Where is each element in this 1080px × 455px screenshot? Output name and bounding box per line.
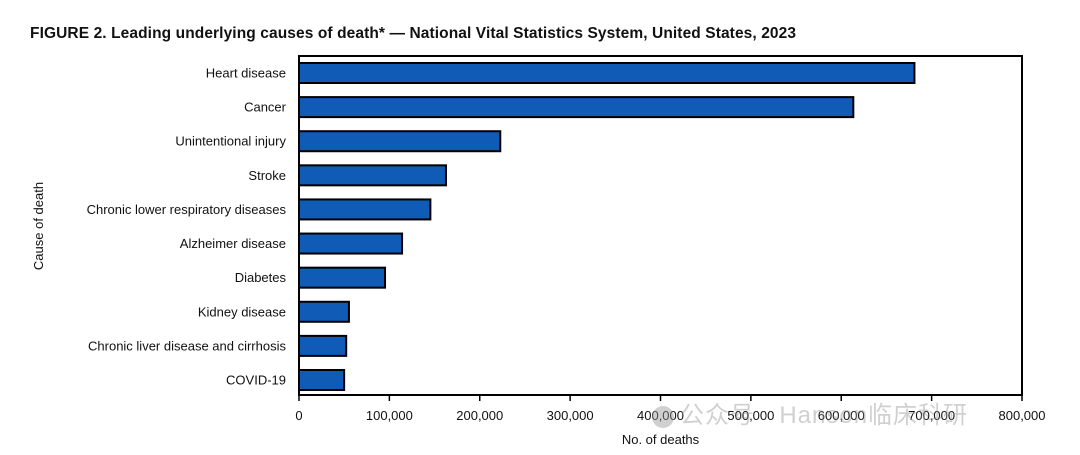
x-tick-label: 400,000 xyxy=(637,408,684,423)
bar-chronic-liver-disease-and-cirrhosis xyxy=(298,334,348,357)
y-axis-title: Cause of death xyxy=(31,182,46,270)
x-tick-label: 500,000 xyxy=(727,408,774,423)
bar-covid-19 xyxy=(298,369,346,391)
x-tick-label: 800,000 xyxy=(999,408,1046,423)
x-tick-label: 200,000 xyxy=(456,408,503,423)
plot-frame xyxy=(298,55,1023,396)
category-label: Cancer xyxy=(244,100,287,115)
category-label: Kidney disease xyxy=(198,304,286,319)
category-label: Heart disease xyxy=(206,66,286,81)
watermark-text: 公众号 · Hanson临床科研 xyxy=(680,402,969,429)
category-label: Diabetes xyxy=(235,270,287,285)
bar-stroke xyxy=(298,164,447,187)
bar-kidney-disease xyxy=(298,300,350,323)
category-label: Unintentional injury xyxy=(175,134,286,149)
category-label: Chronic liver disease and cirrhosis xyxy=(88,338,286,353)
wechat-icon xyxy=(652,405,674,428)
bar-diabetes xyxy=(298,266,387,289)
category-label: Chronic lower respiratory diseases xyxy=(87,202,287,217)
category-label: Stroke xyxy=(248,168,286,183)
chart-title: FIGURE 2. Leading underlying causes of d… xyxy=(30,25,797,42)
x-axis-title: No. of deaths xyxy=(622,432,700,447)
category-labels: Heart disease Cancer Unintentional injury S… xyxy=(87,66,287,388)
bar-alzheimer-disease xyxy=(298,232,404,255)
x-axis-ticks: 0 100,000 200,000 300,000 400,000 500,000 600,… xyxy=(295,395,1046,423)
bar-heart-disease xyxy=(298,62,916,84)
category-label: Alzheimer disease xyxy=(180,236,286,251)
bar-unintentional-injury xyxy=(298,130,502,153)
category-label: COVID-19 xyxy=(226,373,286,388)
bar-cancer xyxy=(298,96,855,119)
x-tick-label: 0 xyxy=(295,408,302,423)
x-tick-label: 600,000 xyxy=(818,408,865,423)
bars-layer xyxy=(298,62,916,391)
x-tick-label: 100,000 xyxy=(366,408,413,423)
x-tick-label: 300,000 xyxy=(547,408,594,423)
bar-chronic-lower-respiratory-diseases xyxy=(298,198,432,221)
watermark: 公众号 · Hanson临床科研 xyxy=(652,395,968,430)
x-tick-label: 700,000 xyxy=(908,408,955,423)
